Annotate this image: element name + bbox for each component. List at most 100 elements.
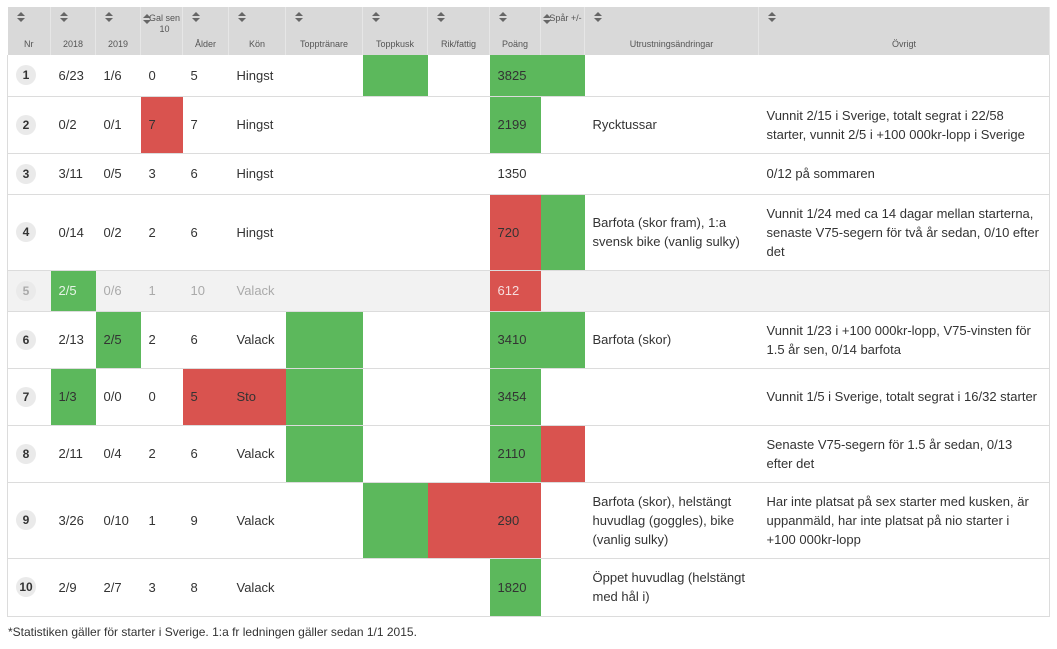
column-header-label: Nr	[24, 39, 34, 49]
cell-alder: 9	[182, 482, 229, 559]
column-header-label: Övrigt	[891, 39, 916, 49]
cell-utrustning: Barfota (skor), helstängt huvudlag (gogg…	[584, 482, 759, 559]
cell-kon: Valack	[228, 425, 286, 483]
column-header-alder[interactable]: Ålder	[182, 7, 229, 55]
cell-topptranare	[285, 558, 363, 617]
cell-y2018: 1/3	[50, 368, 96, 426]
cell-alder: 10	[182, 270, 229, 312]
column-header-y2018[interactable]: 2018	[50, 7, 96, 55]
cell-y2019: 2/7	[95, 558, 141, 617]
cell-toppkusk	[362, 55, 428, 97]
cell-ovrigt: Vunnit 1/24 med ca 14 dagar mellan start…	[758, 194, 1050, 271]
cell-poang: 3410	[489, 311, 541, 369]
cell-galsen: 0	[140, 368, 183, 426]
sort-icon[interactable]	[60, 11, 68, 25]
cell-y2019: 0/10	[95, 482, 141, 559]
cell-rikfattig	[427, 55, 490, 97]
table-row[interactable]: 10 2/9 2/7 3 8 Valack 1820 Öppet huvudlag (hels…	[7, 558, 1050, 617]
table-row[interactable]: 2 0/2 0/1 7 7 Hingst 2199 Rycktussar Vunnit 2/15…	[7, 96, 1050, 154]
sort-icon[interactable]	[295, 11, 303, 25]
cell-utrustning	[584, 368, 759, 426]
cell-ovrigt	[758, 558, 1050, 617]
cell-spar	[540, 558, 585, 617]
cell-y2019: 1/6	[95, 55, 141, 97]
column-header-nr[interactable]: Nr	[7, 7, 51, 55]
cell-rikfattig	[427, 96, 490, 154]
cell-kon: Hingst	[228, 55, 286, 97]
column-header-label: Toppkusk	[375, 39, 415, 49]
sort-icon[interactable]	[238, 11, 246, 25]
cell-ovrigt	[758, 270, 1050, 312]
cell-toppkusk	[362, 153, 428, 195]
cell-rikfattig	[427, 311, 490, 369]
cell-y2018: 6/23	[50, 55, 96, 97]
table-row[interactable]: 5 2/5 0/6 1 10 Valack 612	[7, 270, 1050, 312]
cell-utrustning	[584, 153, 759, 195]
cell-galsen: 3	[140, 153, 183, 195]
cell-poang: 720	[489, 194, 541, 271]
cell-poang: 3454	[489, 368, 541, 426]
sort-icon[interactable]	[594, 11, 602, 25]
column-header-y2019[interactable]: 2019	[95, 7, 141, 55]
cell-utrustning	[584, 425, 759, 483]
column-header-poang[interactable]: Poäng	[489, 7, 541, 55]
cell-toppkusk	[362, 425, 428, 483]
cell-rikfattig	[427, 558, 490, 617]
column-header-utrustning[interactable]: Utrustningsändringar	[584, 7, 759, 55]
column-header-ovrigt[interactable]: Övrigt	[758, 7, 1050, 55]
sort-icon[interactable]	[372, 11, 380, 25]
cell-ovrigt	[758, 55, 1050, 97]
cell-spar	[540, 368, 585, 426]
cell-galsen: 3	[140, 558, 183, 617]
cell-toppkusk	[362, 482, 428, 559]
cell-ovrigt: 0/12 på sommaren	[758, 153, 1050, 195]
cell-alder: 6	[182, 425, 229, 483]
cell-ovrigt: Vunnit 2/15 i Sverige, totalt segrat i 2…	[758, 96, 1050, 154]
table-row[interactable]: 4 0/14 0/2 2 6 Hingst 720 Barfota (skor fram), …	[7, 194, 1050, 271]
column-header-rikfattig[interactable]: Rik/fattig	[427, 7, 490, 55]
row-number-badge: 7	[16, 386, 36, 407]
cell-y2018: 3/26	[50, 482, 96, 559]
cell-galsen: 2	[140, 425, 183, 483]
column-header-toppkusk[interactable]: Toppkusk	[362, 7, 428, 55]
cell-utrustning	[584, 270, 759, 312]
cell-alder: 6	[182, 311, 229, 369]
table-row[interactable]: 1 6/23 1/6 0 5 Hingst 3825	[7, 55, 1050, 97]
stats-table-wrapper: Nr 2018 2019 Gal sen 10 Ålder Kön Topptränare T…	[7, 7, 1050, 617]
column-header-kon[interactable]: Kön	[228, 7, 286, 55]
sort-icon[interactable]	[499, 11, 507, 25]
table-row[interactable]: 3 3/11 0/5 3 6 Hingst 1350 0/12 på sommaren	[7, 153, 1050, 195]
sort-icon[interactable]	[768, 11, 776, 25]
cell-ovrigt: Har inte platsat på sex starter med kusk…	[758, 482, 1050, 559]
cell-y2018: 2/11	[50, 425, 96, 483]
cell-poang: 3825	[489, 55, 541, 97]
table-row[interactable]: 9 3/26 0/10 1 9 Valack 290 Barfota (skor), hels…	[7, 482, 1050, 559]
cell-galsen: 1	[140, 270, 183, 312]
sort-icon[interactable]	[16, 11, 25, 25]
column-header-label: 2018	[62, 39, 84, 49]
cell-topptranare	[285, 55, 363, 97]
table-row[interactable]: 6 2/13 2/5 2 6 Valack 3410 Barfota (skor) Vunnit…	[7, 311, 1050, 369]
column-header-topptranare[interactable]: Topptränare	[285, 7, 363, 55]
cell-alder: 8	[182, 558, 229, 617]
cell-spar	[540, 425, 585, 483]
table-row[interactable]: 7 1/3 0/0 0 5 Sto 3454 Vunnit 1/5 i Sverige, to…	[7, 368, 1050, 426]
table-row[interactable]: 8 2/11 0/4 2 6 Valack 2110 Senaste V75-segern f…	[7, 425, 1050, 483]
sort-icon[interactable]	[437, 11, 445, 25]
cell-y2018: 0/2	[50, 96, 96, 154]
cell-spar	[540, 153, 585, 195]
sort-icon[interactable]	[543, 13, 551, 27]
cell-poang: 612	[489, 270, 541, 312]
cell-y2018: 0/14	[50, 194, 96, 271]
row-number-badge: 1	[16, 65, 36, 86]
sort-icon[interactable]	[192, 11, 200, 25]
cell-galsen: 2	[140, 311, 183, 369]
column-header-spar[interactable]: Spår +/-	[540, 7, 585, 55]
sort-icon[interactable]	[105, 11, 113, 25]
cell-spar	[540, 311, 585, 369]
cell-y2019: 0/1	[95, 96, 141, 154]
cell-kon: Hingst	[228, 153, 286, 195]
cell-galsen: 2	[140, 194, 183, 271]
column-header-galsen[interactable]: Gal sen 10	[140, 7, 183, 55]
sort-icon[interactable]	[143, 13, 151, 27]
